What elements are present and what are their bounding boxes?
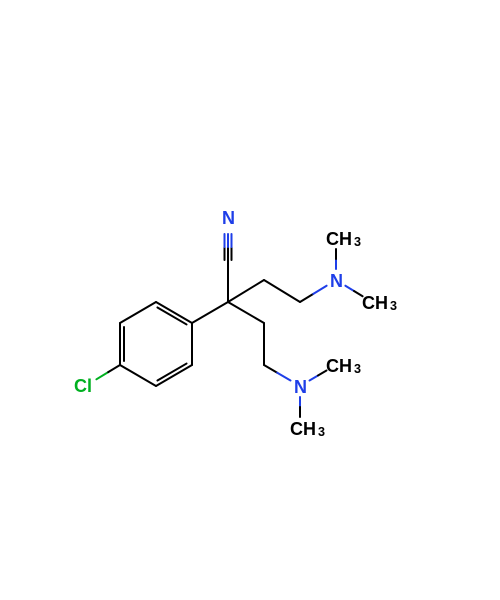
molecule-svg bbox=[0, 0, 500, 600]
chemical-structure: ClNNCH3CH3NCH3CH3 bbox=[0, 0, 500, 600]
